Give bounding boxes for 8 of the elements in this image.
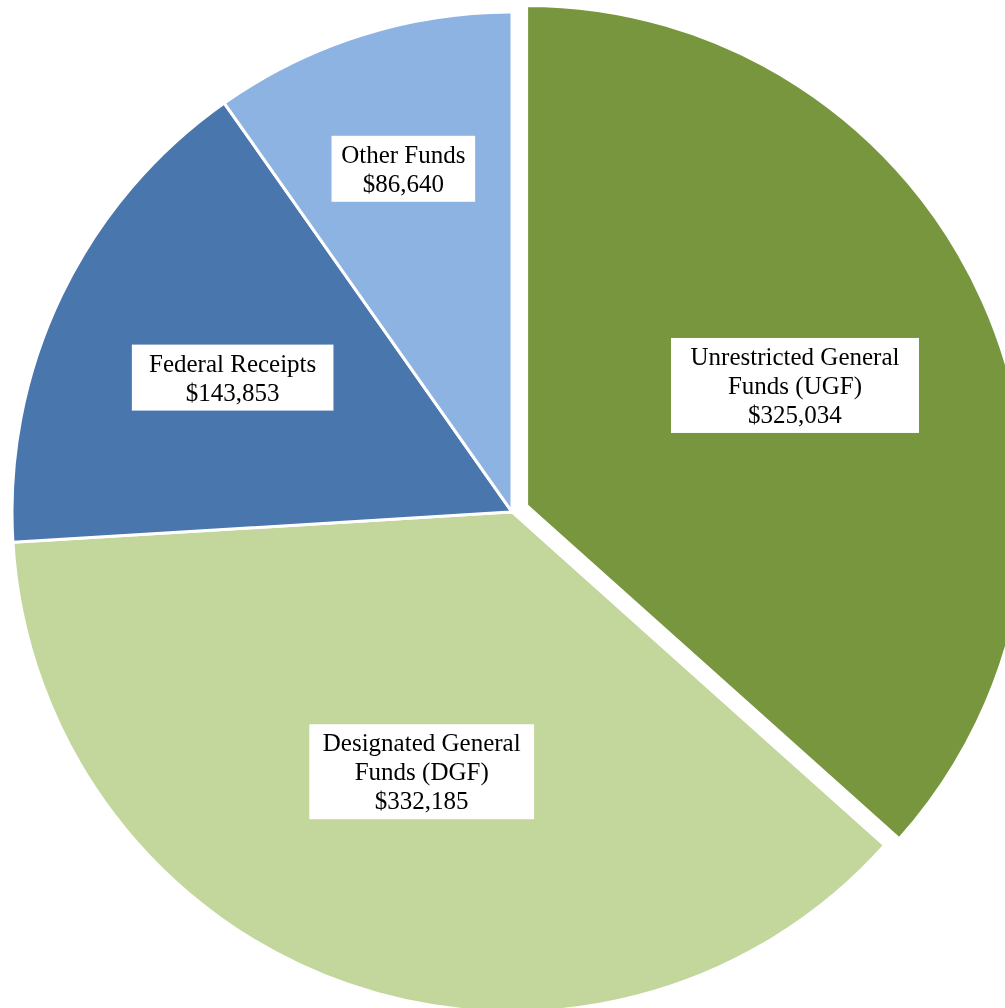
slice-label: Federal Receipts [149, 349, 317, 377]
data-label: $325,034 [748, 400, 843, 428]
slice-label: Other Funds [341, 140, 466, 168]
data-label: $332,185 [374, 787, 469, 815]
data-label: $86,640 [362, 169, 444, 197]
data-label: $143,853 [185, 378, 280, 406]
slice-label: Unrestricted General Funds (UGF) [690, 342, 900, 400]
slice-label: Designated General Funds (DGF) [322, 729, 521, 787]
